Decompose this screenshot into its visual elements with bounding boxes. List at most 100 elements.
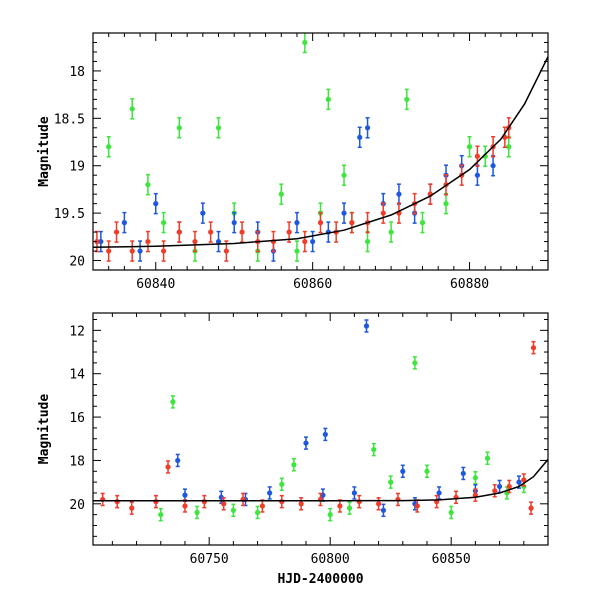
- data-point-green: [176, 125, 182, 131]
- data-point-blue: [474, 172, 480, 178]
- data-point-green: [327, 512, 333, 518]
- data-point-red: [201, 499, 207, 505]
- data-point-red: [113, 229, 120, 235]
- data-point-red: [298, 501, 304, 507]
- data-point-red: [192, 238, 198, 245]
- data-point-blue: [364, 125, 371, 131]
- data-point-blue: [137, 248, 143, 254]
- panel-frame: [92, 32, 549, 271]
- panel-1: 60840 60860 60880 18 18.5 19 19.5 20 Magnitude: [37, 32, 549, 292]
- y-tick-label: 18: [69, 454, 85, 469]
- data-point-red: [474, 153, 480, 159]
- data-point-red: [239, 229, 245, 235]
- y-axis-title: Magnitude: [37, 116, 52, 187]
- data-point-blue: [303, 440, 309, 446]
- y-tick-label: 18.5: [54, 112, 85, 127]
- data-point-blue: [98, 238, 104, 245]
- data-point-red: [153, 499, 159, 505]
- y-tick-label: 20: [69, 498, 85, 513]
- data-point-red: [145, 238, 151, 245]
- data-point-green: [106, 144, 112, 150]
- data-point-blue: [175, 457, 181, 464]
- data-point-green: [279, 481, 285, 487]
- model-curve: [93, 458, 548, 502]
- data-point-red: [375, 501, 382, 507]
- data-point-red: [221, 501, 227, 507]
- data-point-green: [419, 220, 426, 226]
- data-point-red: [106, 248, 112, 254]
- x-tick-label: 60750: [190, 552, 229, 567]
- data-point-red: [317, 220, 324, 226]
- data-point-blue: [153, 201, 159, 207]
- data-point-blue: [357, 134, 363, 140]
- data-point-green: [194, 509, 200, 516]
- data-point-blue: [310, 238, 316, 245]
- data-point-green: [346, 505, 353, 511]
- data-point-red: [223, 248, 229, 254]
- data-point-green: [254, 509, 261, 516]
- data-point-red: [114, 499, 120, 505]
- y-tick-label: 16: [69, 411, 85, 426]
- data-point-blue: [322, 431, 328, 438]
- data-point-green: [294, 248, 300, 254]
- y-tick-label: 19.5: [54, 207, 85, 222]
- data-point-red: [530, 345, 537, 351]
- data-point-red: [279, 499, 285, 505]
- data-point-red: [165, 464, 171, 470]
- x-tick-label: 60880: [450, 277, 489, 292]
- data-point-blue: [218, 494, 224, 500]
- data-point-green: [448, 509, 454, 516]
- data-point-green: [506, 144, 512, 150]
- data-point-blue: [341, 210, 347, 216]
- data-point-green: [158, 512, 164, 518]
- data-point-green: [129, 106, 135, 112]
- data-point-red: [349, 220, 355, 226]
- data-point-blue: [436, 490, 442, 496]
- y-tick-label: 20: [69, 255, 85, 270]
- data-point-blue: [400, 468, 406, 474]
- data-point-green: [404, 96, 410, 102]
- data-point-blue: [200, 210, 206, 216]
- data-point-red: [356, 499, 362, 505]
- data-point-blue: [363, 323, 370, 329]
- data-point-green: [215, 125, 222, 131]
- data-point-green: [291, 462, 297, 468]
- data-point-green: [472, 475, 478, 481]
- data-point-green: [364, 238, 371, 245]
- y-tick-label: 18: [69, 65, 85, 80]
- data-point-blue: [267, 490, 273, 496]
- data-point-blue: [460, 470, 466, 477]
- data-point-blue: [380, 507, 387, 513]
- data-point-blue: [215, 238, 222, 245]
- model-curve: [93, 56, 548, 248]
- data-point-blue: [496, 483, 503, 490]
- x-tick-label: 60860: [293, 277, 332, 292]
- y-axis-title: Magnitude: [37, 394, 52, 465]
- data-point-blue: [121, 220, 127, 226]
- data-point-red: [302, 238, 308, 245]
- data-point-blue: [490, 163, 496, 169]
- x-axis-title: HJD-2400000: [277, 572, 363, 587]
- data-point-blue: [231, 220, 237, 226]
- data-point-blue: [294, 220, 300, 226]
- data-point-green: [145, 182, 151, 188]
- data-point-red: [414, 503, 420, 509]
- data-point-green: [278, 191, 284, 197]
- data-point-red: [492, 488, 498, 494]
- x-tick-label: 60840: [136, 277, 175, 292]
- data-point-green: [466, 144, 473, 150]
- data-point-red: [286, 229, 292, 235]
- data-point-green: [388, 479, 394, 485]
- data-point-red: [528, 505, 534, 511]
- panel-frame: [92, 312, 549, 546]
- x-tick-label: 60800: [311, 552, 350, 567]
- y-tick-label: 19: [69, 160, 85, 175]
- data-point-green: [424, 468, 430, 474]
- y-tick-label: 14: [69, 368, 85, 383]
- data-point-red: [129, 505, 135, 511]
- data-point-green: [371, 446, 377, 453]
- data-point-green: [443, 201, 449, 207]
- data-point-red: [380, 210, 386, 216]
- data-point-red: [259, 503, 266, 509]
